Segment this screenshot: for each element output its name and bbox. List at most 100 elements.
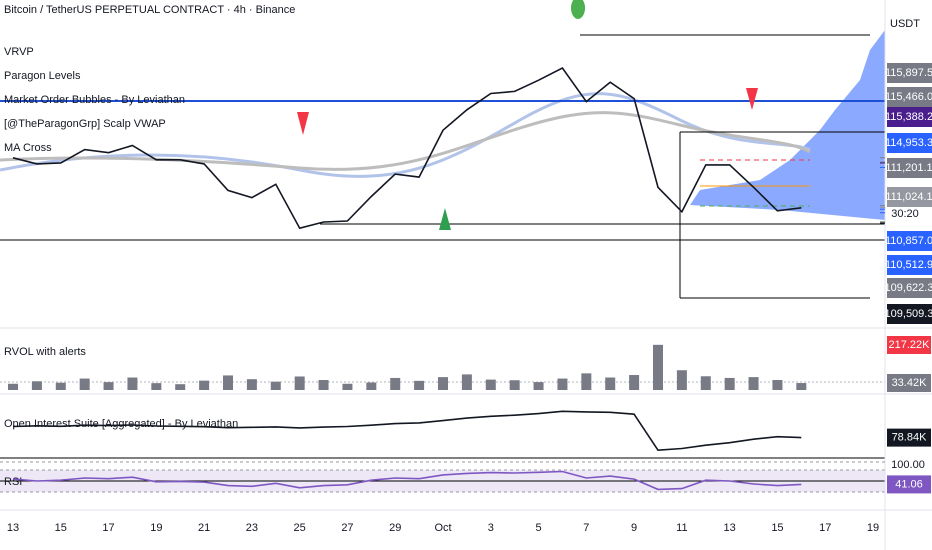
series-line bbox=[12, 470, 802, 491]
price-tag bbox=[887, 304, 932, 324]
bar bbox=[485, 379, 496, 390]
price-tag-label: 115,897.5 bbox=[885, 67, 932, 79]
value-tag-label: 41.06 bbox=[895, 478, 923, 490]
value-tag bbox=[887, 374, 931, 392]
indicator-label: Paragon Levels bbox=[4, 70, 81, 82]
pane-title: RVOL with alerts bbox=[4, 346, 86, 358]
indicator-label: Market Order Bubbles - By Leviathan bbox=[4, 94, 185, 106]
bar bbox=[31, 381, 42, 390]
bar bbox=[629, 375, 640, 390]
value-tag-label: 33.42K bbox=[892, 377, 928, 389]
bar bbox=[270, 381, 281, 390]
bar bbox=[294, 376, 305, 390]
indicator-label: MA Cross bbox=[4, 142, 52, 154]
bar bbox=[509, 380, 520, 390]
value-tag-label: 217.22K bbox=[889, 339, 931, 351]
bar bbox=[581, 373, 592, 390]
price-tag bbox=[887, 231, 932, 251]
bar bbox=[676, 370, 687, 390]
price-tag-label: 115,388.2 bbox=[885, 111, 932, 123]
sell-marker bbox=[746, 88, 758, 110]
x-tick-label: 17 bbox=[102, 522, 114, 534]
bar bbox=[461, 374, 472, 390]
x-tick-label: 15 bbox=[55, 522, 67, 534]
chart-title: Bitcoin / TetherUS PERPETUAL CONTRACT · … bbox=[4, 4, 295, 16]
price-tag bbox=[887, 87, 932, 107]
price-tag bbox=[887, 255, 932, 275]
sell-marker bbox=[297, 112, 309, 135]
price-tag bbox=[887, 63, 932, 83]
bar bbox=[438, 377, 448, 390]
x-tick-label: 13 bbox=[724, 522, 736, 534]
price-tag bbox=[887, 278, 932, 298]
indicator-label: VRVP bbox=[4, 46, 34, 58]
bar bbox=[127, 377, 138, 390]
bar bbox=[55, 382, 66, 390]
x-tick-label: 7 bbox=[583, 522, 589, 534]
bar bbox=[605, 377, 616, 390]
price-tag-label: 109,509.3 bbox=[885, 308, 932, 320]
x-tick-label: 3 bbox=[488, 522, 494, 534]
bar bbox=[175, 384, 186, 390]
bar bbox=[199, 380, 210, 390]
x-tick-label: 17 bbox=[819, 522, 831, 534]
pane-title: Open Interest Suite [Aggregated] - By Le… bbox=[4, 418, 238, 430]
price-tag-label: 109,622.3 bbox=[885, 282, 932, 294]
bar bbox=[653, 344, 663, 390]
currency-label[interactable]: USDT bbox=[890, 18, 920, 30]
bar bbox=[414, 380, 425, 390]
y-tick-label: 100.00 bbox=[891, 459, 925, 471]
bar bbox=[772, 380, 783, 390]
x-tick-label: 5 bbox=[535, 522, 541, 534]
x-tick-label: 15 bbox=[771, 522, 783, 534]
bar bbox=[390, 377, 401, 390]
x-tick-label: 11 bbox=[676, 522, 687, 534]
x-tick-label: 23 bbox=[246, 522, 258, 534]
bubble bbox=[571, 0, 585, 19]
bar bbox=[557, 378, 568, 390]
bar bbox=[8, 383, 18, 390]
x-tick-label: 19 bbox=[150, 522, 162, 534]
x-tick-label: 13 bbox=[7, 522, 19, 534]
price-tag bbox=[887, 187, 932, 207]
bar bbox=[103, 382, 114, 390]
bar bbox=[79, 378, 90, 390]
x-tick-label: 21 bbox=[198, 522, 210, 534]
price-tag bbox=[887, 133, 932, 153]
price-tag bbox=[887, 158, 932, 178]
plot-background bbox=[0, 0, 885, 550]
x-tick-label: 9 bbox=[631, 522, 637, 534]
indicator-label: [@TheParagonGrp] Scalp VWAP bbox=[4, 118, 166, 130]
x-tick-label: Oct bbox=[434, 522, 451, 534]
value-tag bbox=[887, 428, 931, 447]
bar bbox=[533, 382, 544, 390]
bar bbox=[318, 380, 329, 390]
bar bbox=[366, 382, 377, 390]
bar bbox=[748, 377, 759, 390]
value-tag bbox=[887, 475, 931, 494]
value-tag-label: 78.84K bbox=[892, 432, 928, 444]
bar bbox=[246, 379, 257, 390]
volume-profile bbox=[690, 30, 885, 220]
x-tick-label: 25 bbox=[294, 522, 306, 534]
price-tag-label: 111,024.1 bbox=[885, 191, 932, 203]
pane-title: RSI bbox=[4, 476, 22, 488]
value-tag bbox=[887, 336, 931, 354]
x-tick-label: 27 bbox=[341, 522, 353, 534]
price-tag-label: 115,466.0 bbox=[885, 91, 932, 103]
price-tag bbox=[887, 107, 932, 127]
bar bbox=[223, 375, 233, 390]
price-tag-label: 111,201.1 bbox=[885, 162, 932, 174]
series-line bbox=[12, 66, 802, 230]
buy-marker bbox=[439, 208, 451, 230]
price-tag-label: 110,512.9 bbox=[885, 259, 932, 271]
series-line bbox=[12, 410, 802, 452]
price-tag-label: 114,953.3 bbox=[885, 137, 932, 149]
bar bbox=[342, 383, 353, 390]
x-tick-label: 29 bbox=[389, 522, 401, 534]
countdown: 30:20 bbox=[891, 208, 919, 220]
bar bbox=[796, 383, 807, 390]
bar bbox=[724, 377, 735, 390]
